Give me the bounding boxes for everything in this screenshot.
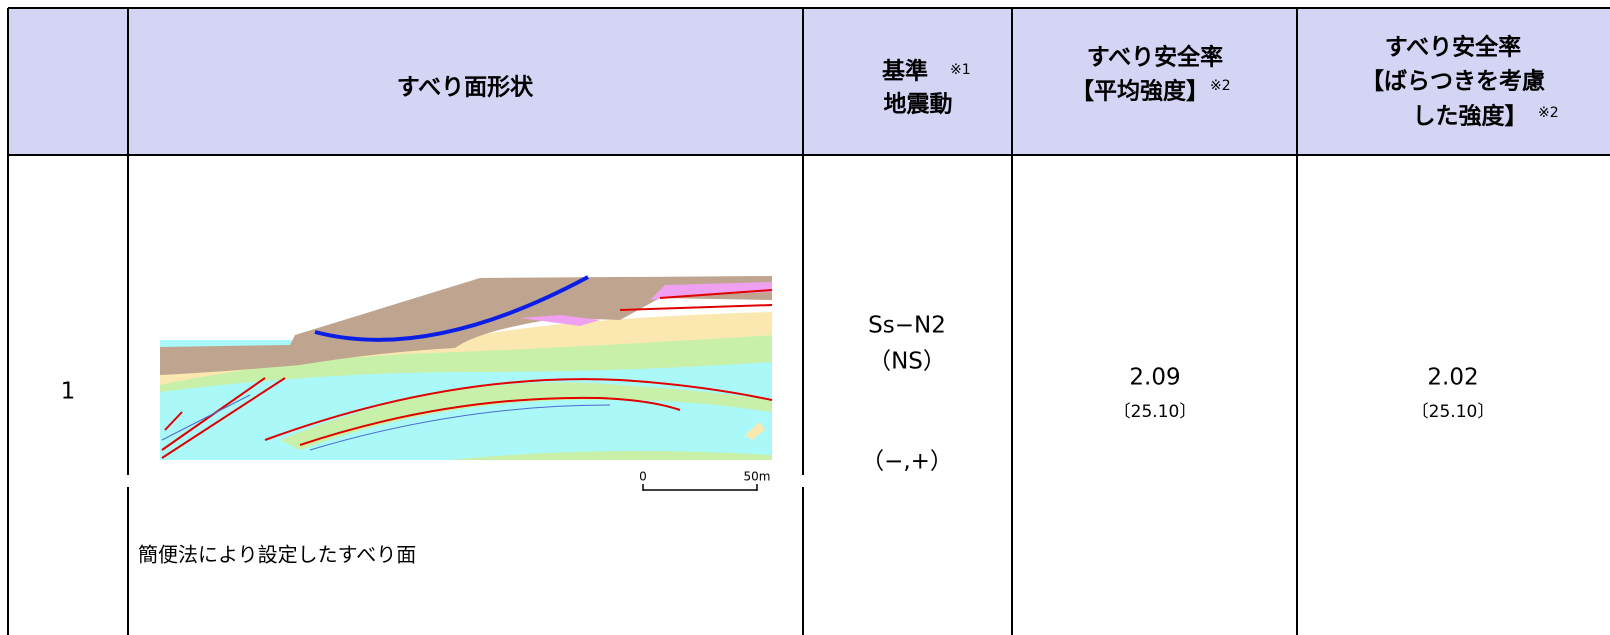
seismic-time: 〔25.10〕 (1114, 402, 1197, 422)
header-fs-var: 【ばらつきを考慮 (1361, 69, 1545, 95)
header-fs-var: した強度】 (1413, 103, 1528, 130)
header-note: ※2 (1538, 105, 1559, 121)
header-motion: 地震動 (884, 92, 953, 118)
header-fs-mean: 【平均強度】 (1071, 78, 1209, 105)
scale-label: 0 (639, 470, 647, 484)
header-fs-mean: すべり安全率 (1087, 44, 1223, 71)
seismic-time: 〔25.10〕 (1412, 402, 1495, 422)
motion: （NS） (868, 349, 946, 375)
row-number: 1 (61, 379, 76, 405)
header-note: ※1 (950, 62, 971, 78)
header-motion: 基準 (882, 58, 928, 85)
scale-label: 50m (744, 470, 771, 484)
motion: （−,+） (861, 449, 953, 475)
cross-section-figure (160, 275, 773, 491)
header-shape: すべり面形状 (397, 74, 534, 101)
header-bg (8, 8, 1610, 155)
borders (7, 7, 1610, 635)
header-note: ※2 (1210, 78, 1231, 94)
motion: Ss−N2 (868, 313, 946, 339)
figure-caption: 簡便法により設定したすべり面 (138, 543, 416, 567)
header-fs-var: すべり安全率 (1385, 34, 1521, 61)
safety-factor: 2.09 (1129, 365, 1180, 391)
safety-factor: 2.02 (1427, 365, 1478, 391)
